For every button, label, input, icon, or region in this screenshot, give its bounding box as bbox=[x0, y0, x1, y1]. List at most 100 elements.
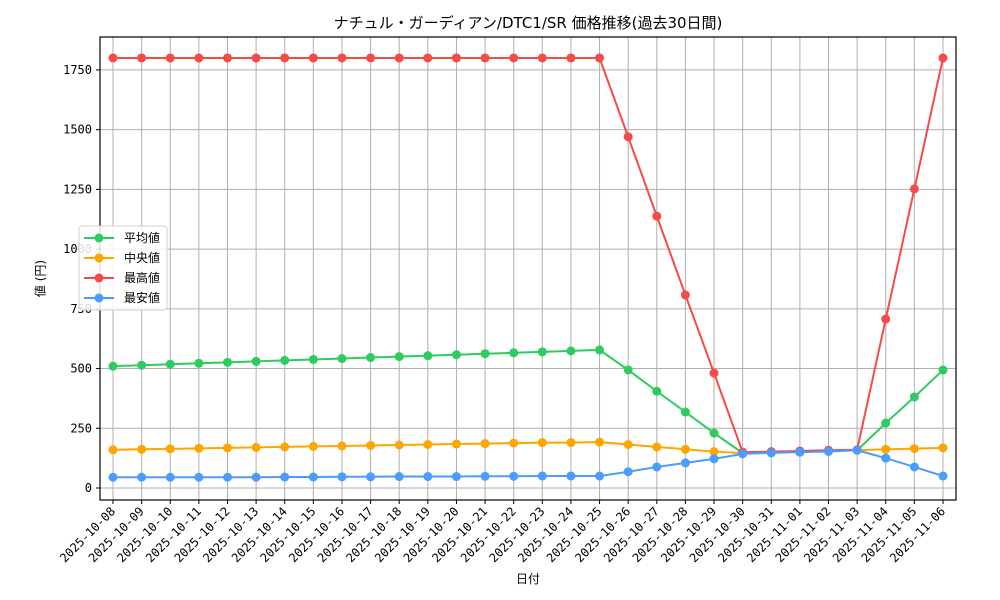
data-point bbox=[537, 53, 547, 63]
data-point bbox=[566, 346, 576, 356]
data-point bbox=[251, 442, 261, 452]
data-point bbox=[394, 472, 404, 482]
legend-entry: 最安値 bbox=[124, 290, 160, 305]
data-point bbox=[566, 53, 576, 63]
data-point bbox=[652, 442, 662, 452]
y-tick-label: 1500 bbox=[63, 123, 92, 137]
data-point bbox=[680, 290, 690, 300]
data-point bbox=[938, 53, 948, 63]
chart-title: ナチュル・ガーディアン/DTC1/SR 価格推移(過去30日間) bbox=[333, 14, 723, 32]
data-point bbox=[251, 472, 261, 482]
data-point bbox=[595, 53, 605, 63]
data-point bbox=[537, 438, 547, 448]
data-point bbox=[652, 462, 662, 472]
y-tick-label: 250 bbox=[70, 421, 92, 435]
y-tick-label: 1750 bbox=[63, 63, 92, 77]
data-point bbox=[194, 472, 204, 482]
y-tick-label: 500 bbox=[70, 362, 92, 376]
data-point bbox=[308, 354, 318, 364]
data-point bbox=[766, 448, 776, 458]
data-point bbox=[595, 345, 605, 355]
data-point bbox=[881, 418, 891, 428]
series-最安値 bbox=[108, 445, 948, 482]
data-point bbox=[852, 445, 862, 455]
data-point bbox=[595, 471, 605, 481]
data-point bbox=[194, 358, 204, 368]
data-point bbox=[137, 444, 147, 454]
plot-frame bbox=[99, 36, 957, 501]
data-point bbox=[824, 446, 834, 456]
data-point bbox=[938, 365, 948, 375]
data-point bbox=[480, 471, 490, 481]
data-point bbox=[366, 472, 376, 482]
data-point bbox=[623, 365, 633, 375]
data-point bbox=[280, 442, 290, 452]
data-point bbox=[451, 350, 461, 360]
data-point bbox=[652, 211, 662, 221]
data-point bbox=[280, 472, 290, 482]
data-point bbox=[137, 472, 147, 482]
data-point bbox=[566, 438, 576, 448]
data-point bbox=[194, 443, 204, 453]
data-point bbox=[480, 349, 490, 359]
data-point bbox=[709, 368, 719, 378]
data-point bbox=[108, 472, 118, 482]
data-point bbox=[623, 440, 633, 450]
data-point bbox=[165, 359, 175, 369]
data-point bbox=[308, 53, 318, 63]
legend-entry: 平均値 bbox=[124, 230, 160, 245]
data-point bbox=[451, 53, 461, 63]
data-point bbox=[165, 472, 175, 482]
series-平均値 bbox=[108, 345, 948, 458]
data-point bbox=[251, 53, 261, 63]
data-point bbox=[709, 447, 719, 457]
data-point bbox=[709, 454, 719, 464]
y-tick-label: 0 bbox=[85, 481, 92, 495]
data-point bbox=[652, 386, 662, 396]
data-point bbox=[451, 472, 461, 482]
data-point bbox=[280, 355, 290, 365]
data-point bbox=[366, 440, 376, 450]
data-point bbox=[881, 444, 891, 454]
data-point bbox=[909, 444, 919, 454]
data-point bbox=[337, 441, 347, 451]
data-point bbox=[165, 444, 175, 454]
data-point bbox=[222, 443, 232, 453]
data-point bbox=[337, 354, 347, 364]
data-point bbox=[509, 53, 519, 63]
data-point bbox=[480, 439, 490, 449]
data-point bbox=[881, 453, 891, 463]
series-最高値 bbox=[108, 53, 948, 457]
data-point bbox=[137, 53, 147, 63]
data-point bbox=[909, 184, 919, 194]
data-point bbox=[451, 439, 461, 449]
data-point bbox=[909, 392, 919, 402]
data-point bbox=[165, 53, 175, 63]
data-point bbox=[108, 445, 118, 455]
data-point bbox=[108, 53, 118, 63]
legend-entry: 最高値 bbox=[124, 270, 160, 285]
data-point bbox=[623, 467, 633, 477]
data-point bbox=[881, 314, 891, 324]
data-point bbox=[938, 443, 948, 453]
data-point bbox=[222, 357, 232, 367]
data-point bbox=[337, 472, 347, 482]
data-point bbox=[108, 361, 118, 371]
data-point bbox=[509, 438, 519, 448]
series-中央値 bbox=[108, 437, 948, 458]
data-point bbox=[537, 471, 547, 481]
data-point bbox=[909, 462, 919, 472]
data-point bbox=[537, 347, 547, 357]
data-point bbox=[308, 472, 318, 482]
data-point bbox=[137, 360, 147, 370]
data-point bbox=[366, 353, 376, 363]
data-point bbox=[709, 428, 719, 438]
data-point bbox=[480, 53, 490, 63]
data-point bbox=[680, 444, 690, 454]
data-point bbox=[623, 132, 633, 142]
data-point bbox=[566, 471, 576, 481]
legend-entry: 中央値 bbox=[124, 250, 160, 265]
data-point bbox=[222, 53, 232, 63]
